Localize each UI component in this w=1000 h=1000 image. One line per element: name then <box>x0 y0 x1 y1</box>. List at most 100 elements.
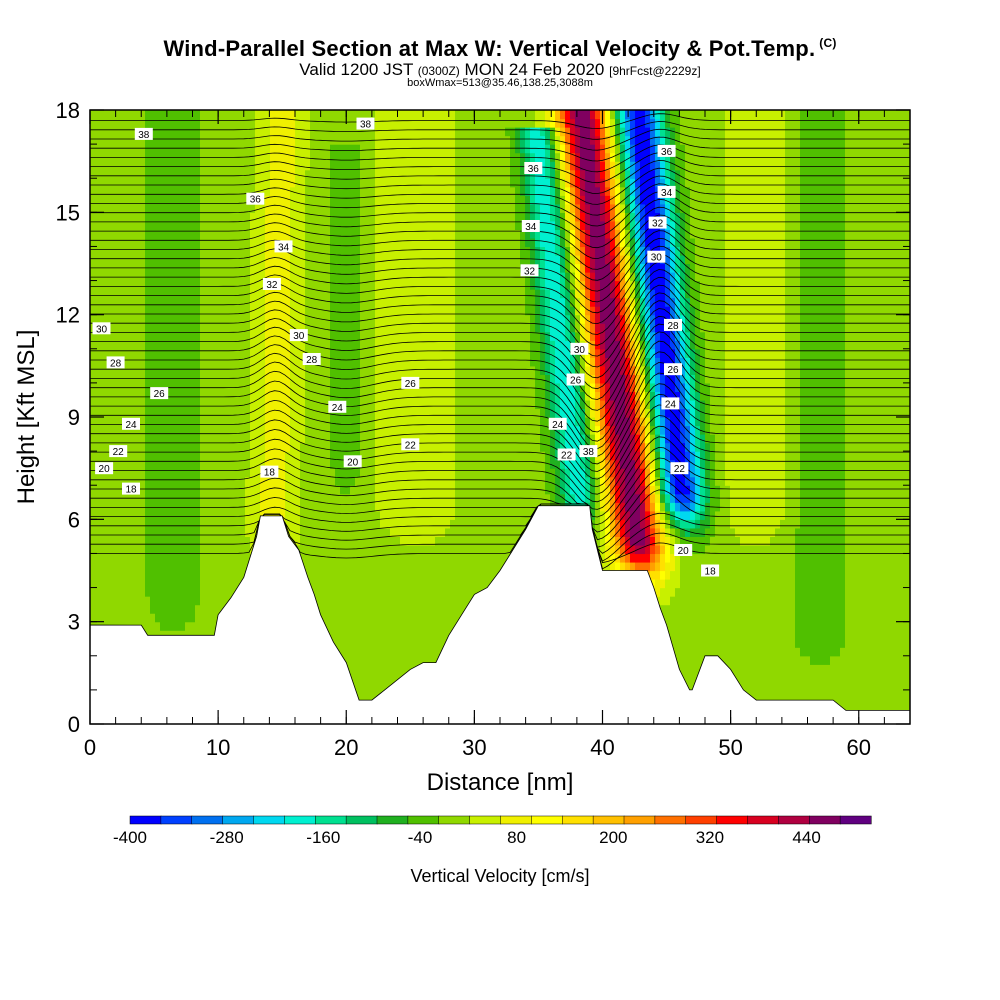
velocity-cell <box>315 365 321 375</box>
velocity-cell <box>205 604 211 614</box>
velocity-cell <box>145 604 151 614</box>
velocity-cell <box>105 289 111 299</box>
velocity-cell <box>100 237 106 248</box>
velocity-cell <box>300 408 306 418</box>
velocity-cell <box>390 417 396 427</box>
velocity-cell <box>295 417 301 427</box>
velocity-cell <box>270 203 276 213</box>
velocity-cell <box>190 374 196 384</box>
velocity-cell <box>230 340 236 350</box>
velocity-cell <box>270 195 276 205</box>
velocity-cell <box>300 365 306 375</box>
velocity-cell <box>405 186 411 196</box>
velocity-cell <box>345 348 351 358</box>
velocity-cell <box>110 408 116 418</box>
velocity-cell <box>240 186 246 196</box>
velocity-cell <box>315 340 321 350</box>
velocity-cell <box>285 144 291 154</box>
velocity-cell <box>105 434 111 444</box>
velocity-cell <box>380 493 386 503</box>
velocity-cell <box>235 451 241 461</box>
velocity-cell <box>145 434 151 444</box>
velocity-cell <box>350 280 356 290</box>
velocity-cell <box>330 110 336 120</box>
velocity-cell <box>400 323 406 333</box>
velocity-cell <box>205 459 211 469</box>
velocity-cell <box>390 152 396 162</box>
velocity-cell <box>345 408 351 418</box>
velocity-cell <box>370 613 376 623</box>
velocity-cell <box>200 144 206 154</box>
velocity-cell <box>230 527 236 537</box>
velocity-cell <box>395 152 401 162</box>
velocity-cell <box>260 178 266 188</box>
velocity-cell <box>380 544 386 555</box>
velocity-cell <box>135 195 141 205</box>
velocity-cell <box>265 118 271 128</box>
velocity-cell <box>230 212 236 222</box>
velocity-cell <box>325 502 331 512</box>
velocity-cell <box>290 246 296 256</box>
velocity-cell <box>240 442 246 452</box>
velocity-cell <box>300 306 306 316</box>
velocity-cell <box>355 135 361 145</box>
velocity-cell <box>120 408 126 418</box>
velocity-cell <box>400 459 406 469</box>
velocity-cell <box>250 110 256 120</box>
velocity-cell <box>235 553 241 563</box>
velocity-cell <box>250 263 256 273</box>
velocity-cell <box>330 613 336 623</box>
velocity-cell <box>155 374 161 384</box>
velocity-cell <box>155 459 161 469</box>
velocity-cell <box>320 510 326 520</box>
velocity-cell <box>325 434 331 444</box>
velocity-cell <box>360 408 366 418</box>
velocity-cell <box>155 365 161 375</box>
velocity-cell <box>130 476 136 486</box>
velocity-cell <box>365 237 371 248</box>
velocity-cell <box>280 442 286 452</box>
velocity-cell <box>295 485 301 495</box>
velocity-cell <box>235 289 241 299</box>
velocity-cell <box>245 237 251 248</box>
velocity-cell <box>430 579 436 589</box>
velocity-cell <box>375 399 381 410</box>
velocity-cell <box>90 365 96 375</box>
velocity-cell <box>315 374 321 384</box>
velocity-cell <box>210 314 216 324</box>
velocity-cell <box>125 272 131 282</box>
velocity-cell <box>290 152 296 162</box>
velocity-cell <box>255 246 261 256</box>
velocity-cell <box>230 161 236 171</box>
velocity-cell <box>190 468 196 478</box>
velocity-cell <box>235 220 241 230</box>
velocity-cell <box>135 553 141 563</box>
velocity-cell <box>155 596 161 606</box>
velocity-cell <box>220 110 226 120</box>
velocity-cell <box>215 323 221 333</box>
velocity-cell <box>135 365 141 375</box>
velocity-cell <box>275 263 281 273</box>
velocity-cell <box>280 365 286 375</box>
velocity-cell <box>350 323 356 333</box>
velocity-cell <box>285 399 291 410</box>
velocity-cell <box>415 365 421 375</box>
velocity-cell <box>120 519 126 529</box>
velocity-cell <box>220 220 226 230</box>
velocity-cell <box>145 323 151 333</box>
velocity-cell <box>315 459 321 469</box>
velocity-cell <box>145 365 151 375</box>
velocity-cell <box>235 254 241 265</box>
velocity-cell <box>230 203 236 213</box>
velocity-cell <box>130 306 136 316</box>
velocity-cell <box>345 536 351 546</box>
velocity-cell <box>405 178 411 188</box>
velocity-cell <box>115 331 121 341</box>
velocity-cell <box>160 135 166 145</box>
velocity-cell <box>390 237 396 248</box>
velocity-cell <box>215 220 221 230</box>
velocity-cell <box>375 237 381 248</box>
velocity-cell <box>410 451 416 461</box>
velocity-cell <box>410 195 416 205</box>
velocity-cell <box>430 144 436 154</box>
